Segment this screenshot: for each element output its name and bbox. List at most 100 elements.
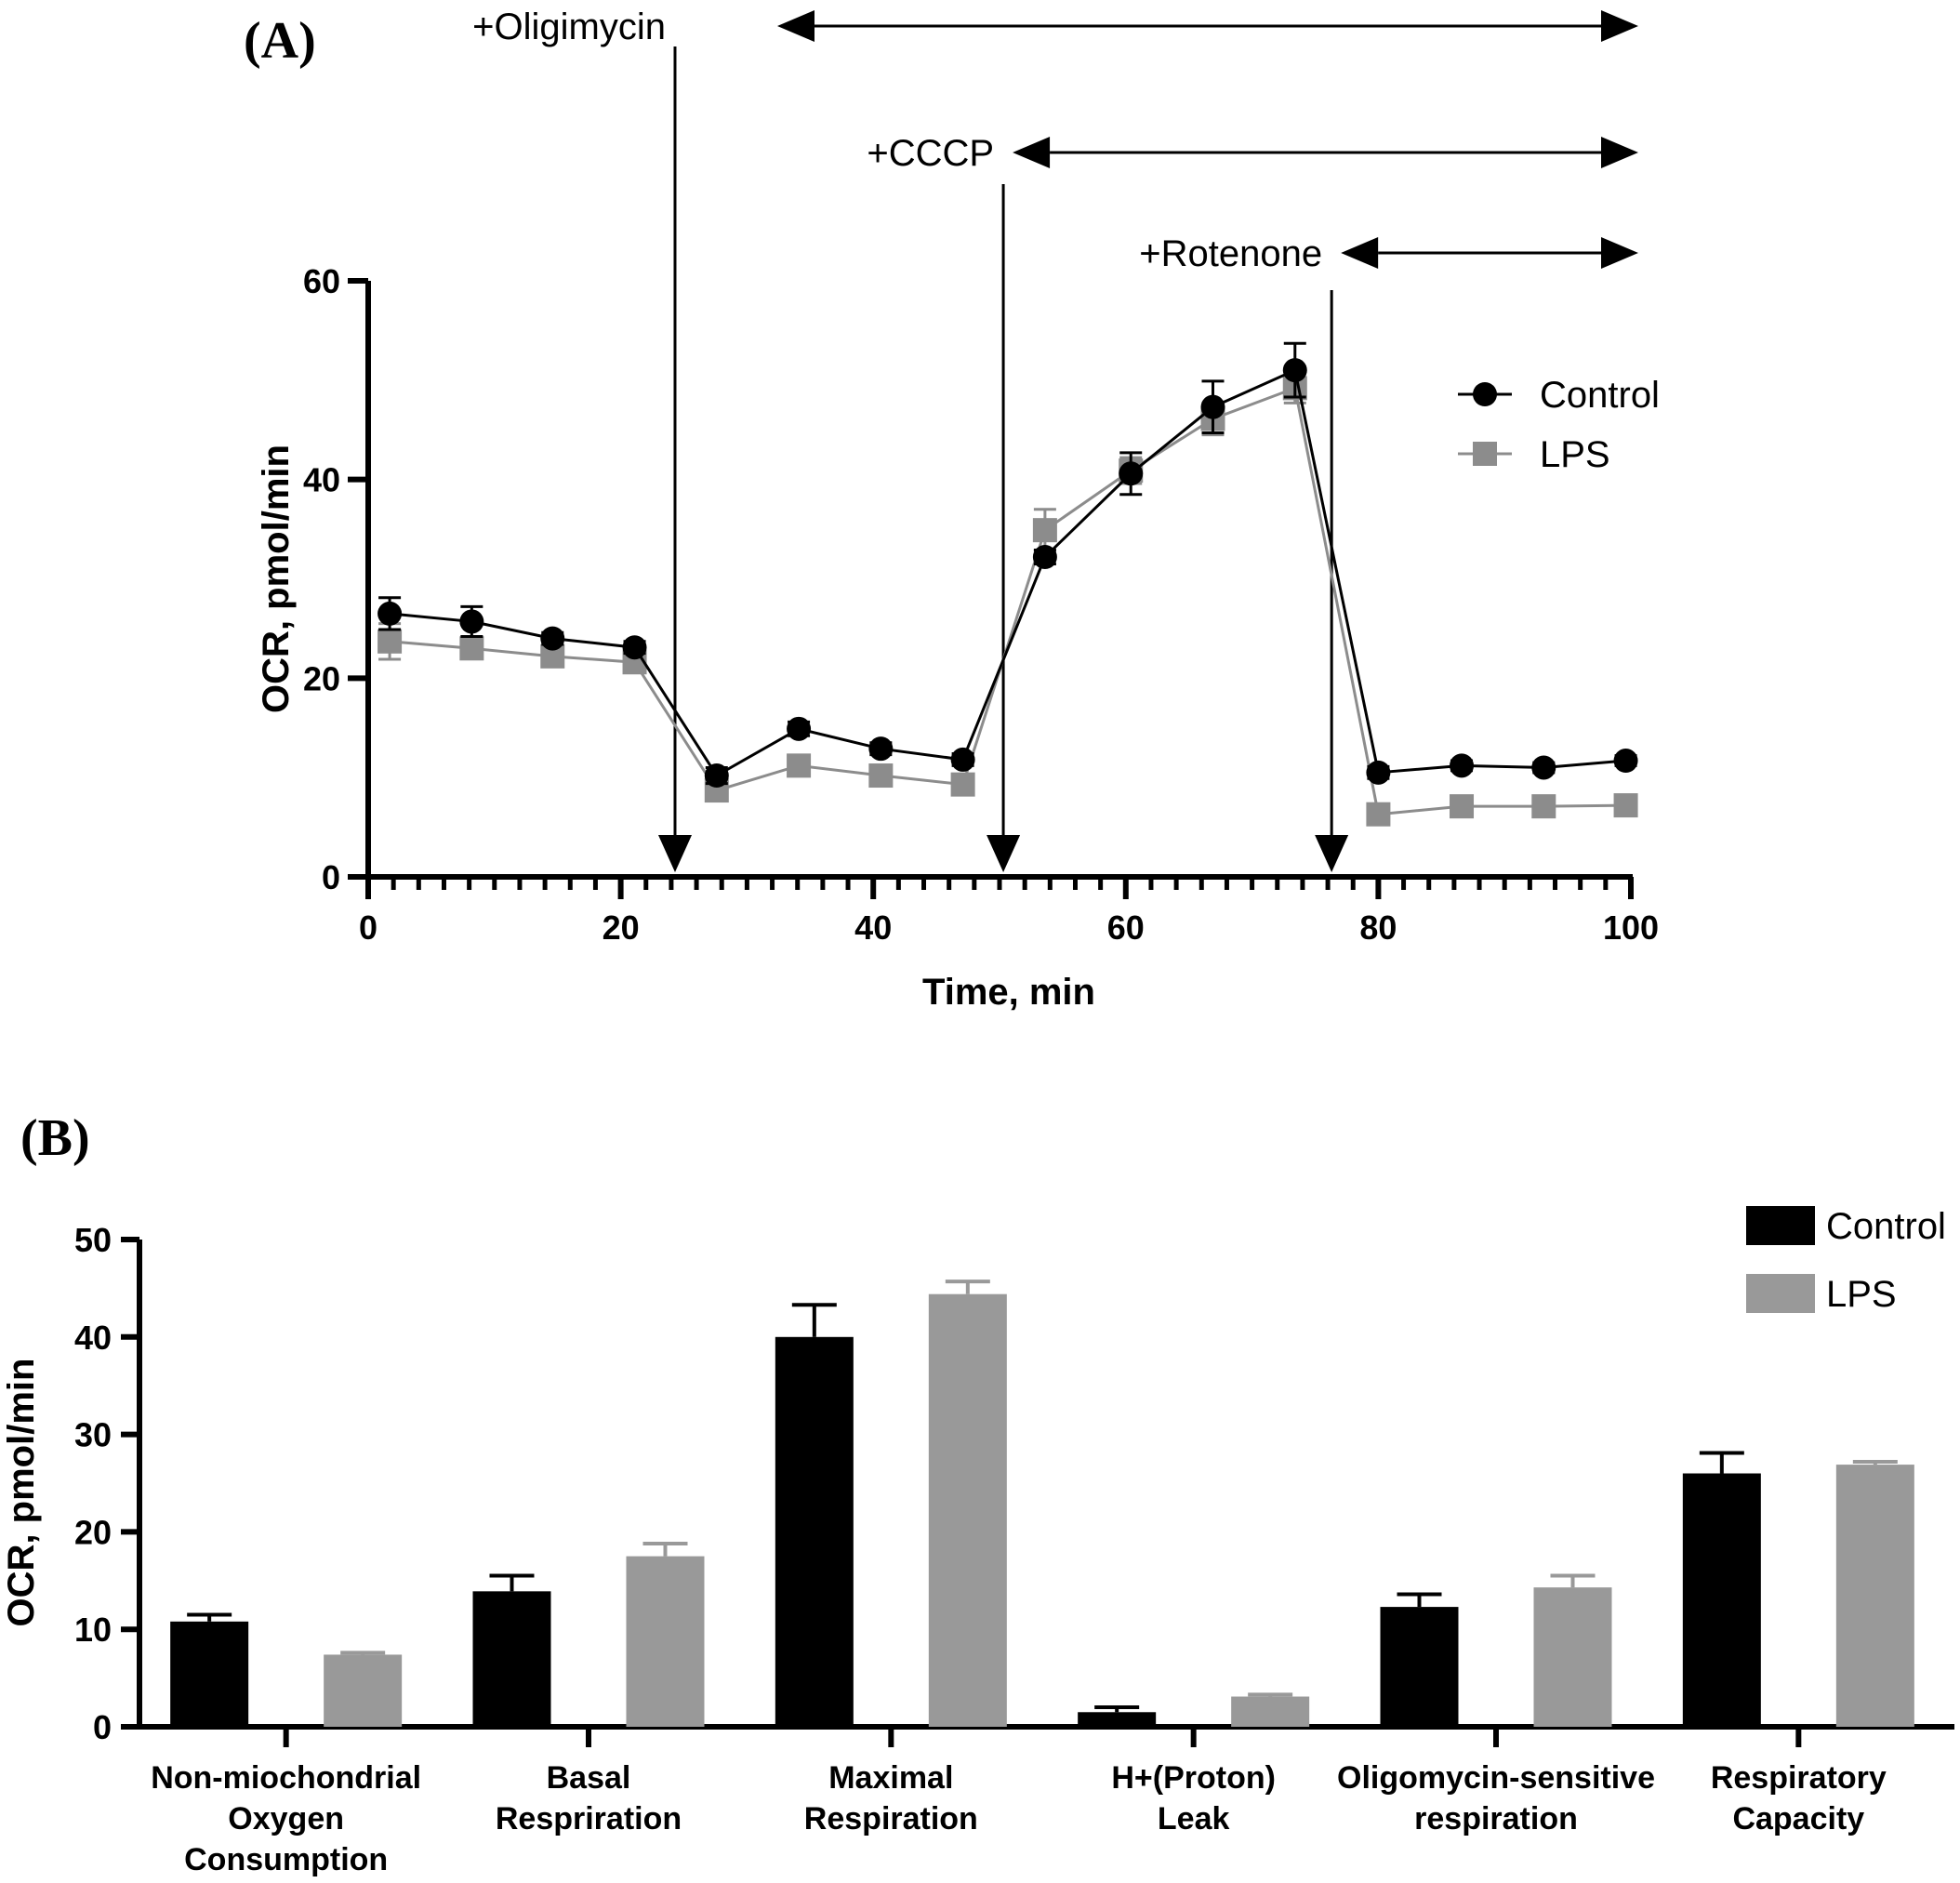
control-point bbox=[459, 609, 484, 634]
lps-point bbox=[1032, 518, 1057, 543]
category-label: Consumption bbox=[184, 1842, 388, 1877]
oligimycin-arrow-head bbox=[657, 835, 692, 872]
y-tick-label: 10 bbox=[74, 1611, 112, 1649]
cccp-label: +CCCP bbox=[867, 133, 994, 174]
category-label: Leak bbox=[1158, 1801, 1230, 1837]
control-bar bbox=[472, 1591, 551, 1727]
legend-control-label: Control bbox=[1540, 375, 1660, 416]
treatment-annotations: +Oligimycin +CCCP +Rotenone bbox=[472, 7, 1638, 872]
legend-control-swatch bbox=[1746, 1206, 1815, 1245]
x-tick-label: 80 bbox=[1359, 908, 1397, 947]
legend-control-marker bbox=[1473, 382, 1497, 406]
control-line bbox=[389, 368, 1626, 778]
control-point bbox=[1200, 394, 1225, 419]
panel-b-label: (B) bbox=[20, 1109, 90, 1167]
rotenone-span-left-head bbox=[1341, 237, 1379, 269]
oligimycin-label: +Oligimycin bbox=[472, 7, 666, 47]
control-point bbox=[1032, 544, 1057, 569]
control-point bbox=[950, 747, 975, 772]
lps-point bbox=[1531, 794, 1556, 819]
y-tick-label: 50 bbox=[74, 1221, 112, 1259]
lps-bar bbox=[324, 1654, 403, 1727]
lps-point bbox=[950, 772, 975, 797]
x-tick-label: 100 bbox=[1603, 908, 1659, 947]
control-point bbox=[1531, 755, 1556, 780]
lps-bar bbox=[1231, 1696, 1310, 1727]
y-tick-label: 40 bbox=[74, 1319, 112, 1357]
y-tick-label: 30 bbox=[74, 1416, 112, 1454]
lps-point bbox=[459, 636, 484, 661]
control-point bbox=[787, 716, 812, 741]
control-bar bbox=[775, 1336, 854, 1727]
control-bar bbox=[170, 1621, 249, 1727]
x-tick-label: 0 bbox=[359, 908, 377, 947]
lps-point bbox=[1613, 793, 1638, 818]
rotenone-arrow-head bbox=[1315, 835, 1349, 872]
category-label: H+(Proton) bbox=[1111, 1760, 1276, 1796]
lps-bar bbox=[928, 1293, 1007, 1727]
panel-b-category-labels: Non-miochondrial Oxygen Consumption Basal Re… bbox=[151, 1760, 1887, 1877]
series-control bbox=[377, 341, 1638, 789]
panel-b-legend: Control LPS bbox=[1746, 1206, 1946, 1315]
cccp-arrow-head bbox=[987, 835, 1021, 872]
control-point bbox=[377, 601, 403, 626]
rotenone-span-right-head bbox=[1601, 237, 1638, 269]
category-label: Capacity bbox=[1732, 1801, 1864, 1837]
panel-b-y-axis-title: OCR, pmol/min bbox=[1, 1359, 42, 1627]
y-tick-label: 0 bbox=[93, 1708, 112, 1746]
control-point bbox=[622, 635, 647, 660]
control-point bbox=[1613, 749, 1638, 774]
panel-a-line-chart: (A) +Oligimycin +CCCP +Rotenone 0 20 40 60 80 1… bbox=[244, 7, 1660, 1013]
category-label: Oligomycin-sensitive bbox=[1337, 1760, 1655, 1796]
y-tick-label: 20 bbox=[74, 1513, 112, 1551]
category-label: Basal bbox=[547, 1760, 631, 1796]
lps-bar bbox=[626, 1556, 705, 1727]
legend-control-label: Control bbox=[1826, 1206, 1946, 1247]
series-lps bbox=[377, 371, 1638, 827]
panel-b-axes: 0 10 20 30 40 50 bbox=[74, 1221, 1954, 1747]
panel-a-y-axis-title: OCR, pmol/min bbox=[256, 444, 297, 713]
control-bar bbox=[1682, 1473, 1761, 1727]
control-point bbox=[1450, 753, 1475, 778]
legend-lps-label: LPS bbox=[1540, 434, 1610, 475]
cccp-span-right-head bbox=[1601, 137, 1638, 168]
lps-point bbox=[1450, 794, 1475, 819]
legend-lps-label: LPS bbox=[1826, 1274, 1897, 1315]
lps-bar bbox=[1835, 1465, 1914, 1727]
y-tick-label: 60 bbox=[303, 262, 340, 300]
panel-a-series bbox=[377, 341, 1638, 827]
category-label: Respriration bbox=[496, 1801, 682, 1837]
control-bar bbox=[1380, 1607, 1459, 1727]
panel-a-label: (A) bbox=[244, 12, 316, 70]
category-label: Respiration bbox=[804, 1801, 978, 1837]
lps-line bbox=[389, 386, 1626, 816]
control-point bbox=[1366, 760, 1391, 785]
lps-point bbox=[787, 753, 812, 778]
lps-point bbox=[377, 629, 403, 654]
x-tick-label: 40 bbox=[854, 908, 892, 947]
y-tick-label: 20 bbox=[303, 659, 340, 697]
panel-a-axes: 0 20 40 60 80 100 0 20 40 60 bbox=[303, 262, 1659, 947]
lps-bar bbox=[1533, 1587, 1612, 1727]
y-tick-label: 0 bbox=[322, 858, 340, 896]
panel-b-bar-chart: (B) 0 10 20 30 40 50 Non-miochondrial Oxygen Co… bbox=[1, 1109, 1954, 1877]
category-label: respiration bbox=[1414, 1801, 1578, 1837]
control-point bbox=[704, 763, 729, 789]
lps-point bbox=[1366, 802, 1391, 827]
x-tick-label: 20 bbox=[603, 908, 640, 947]
panel-a-legend: Control LPS bbox=[1458, 375, 1660, 475]
legend-lps-marker bbox=[1473, 442, 1497, 466]
control-point bbox=[540, 626, 565, 651]
lps-point bbox=[868, 763, 894, 789]
panel-a-x-axis-title: Time, min bbox=[922, 972, 1095, 1013]
x-tick-label: 60 bbox=[1107, 908, 1145, 947]
category-label: Oxygen bbox=[228, 1801, 344, 1837]
cccp-span-left-head bbox=[1013, 137, 1051, 168]
y-tick-label: 40 bbox=[303, 461, 340, 499]
category-label: Respiratory bbox=[1711, 1760, 1887, 1796]
control-bar bbox=[1078, 1712, 1157, 1727]
category-label: Non-miochondrial bbox=[151, 1760, 421, 1796]
legend-lps-swatch bbox=[1746, 1274, 1815, 1313]
oligimycin-span-right-head bbox=[1601, 10, 1638, 42]
